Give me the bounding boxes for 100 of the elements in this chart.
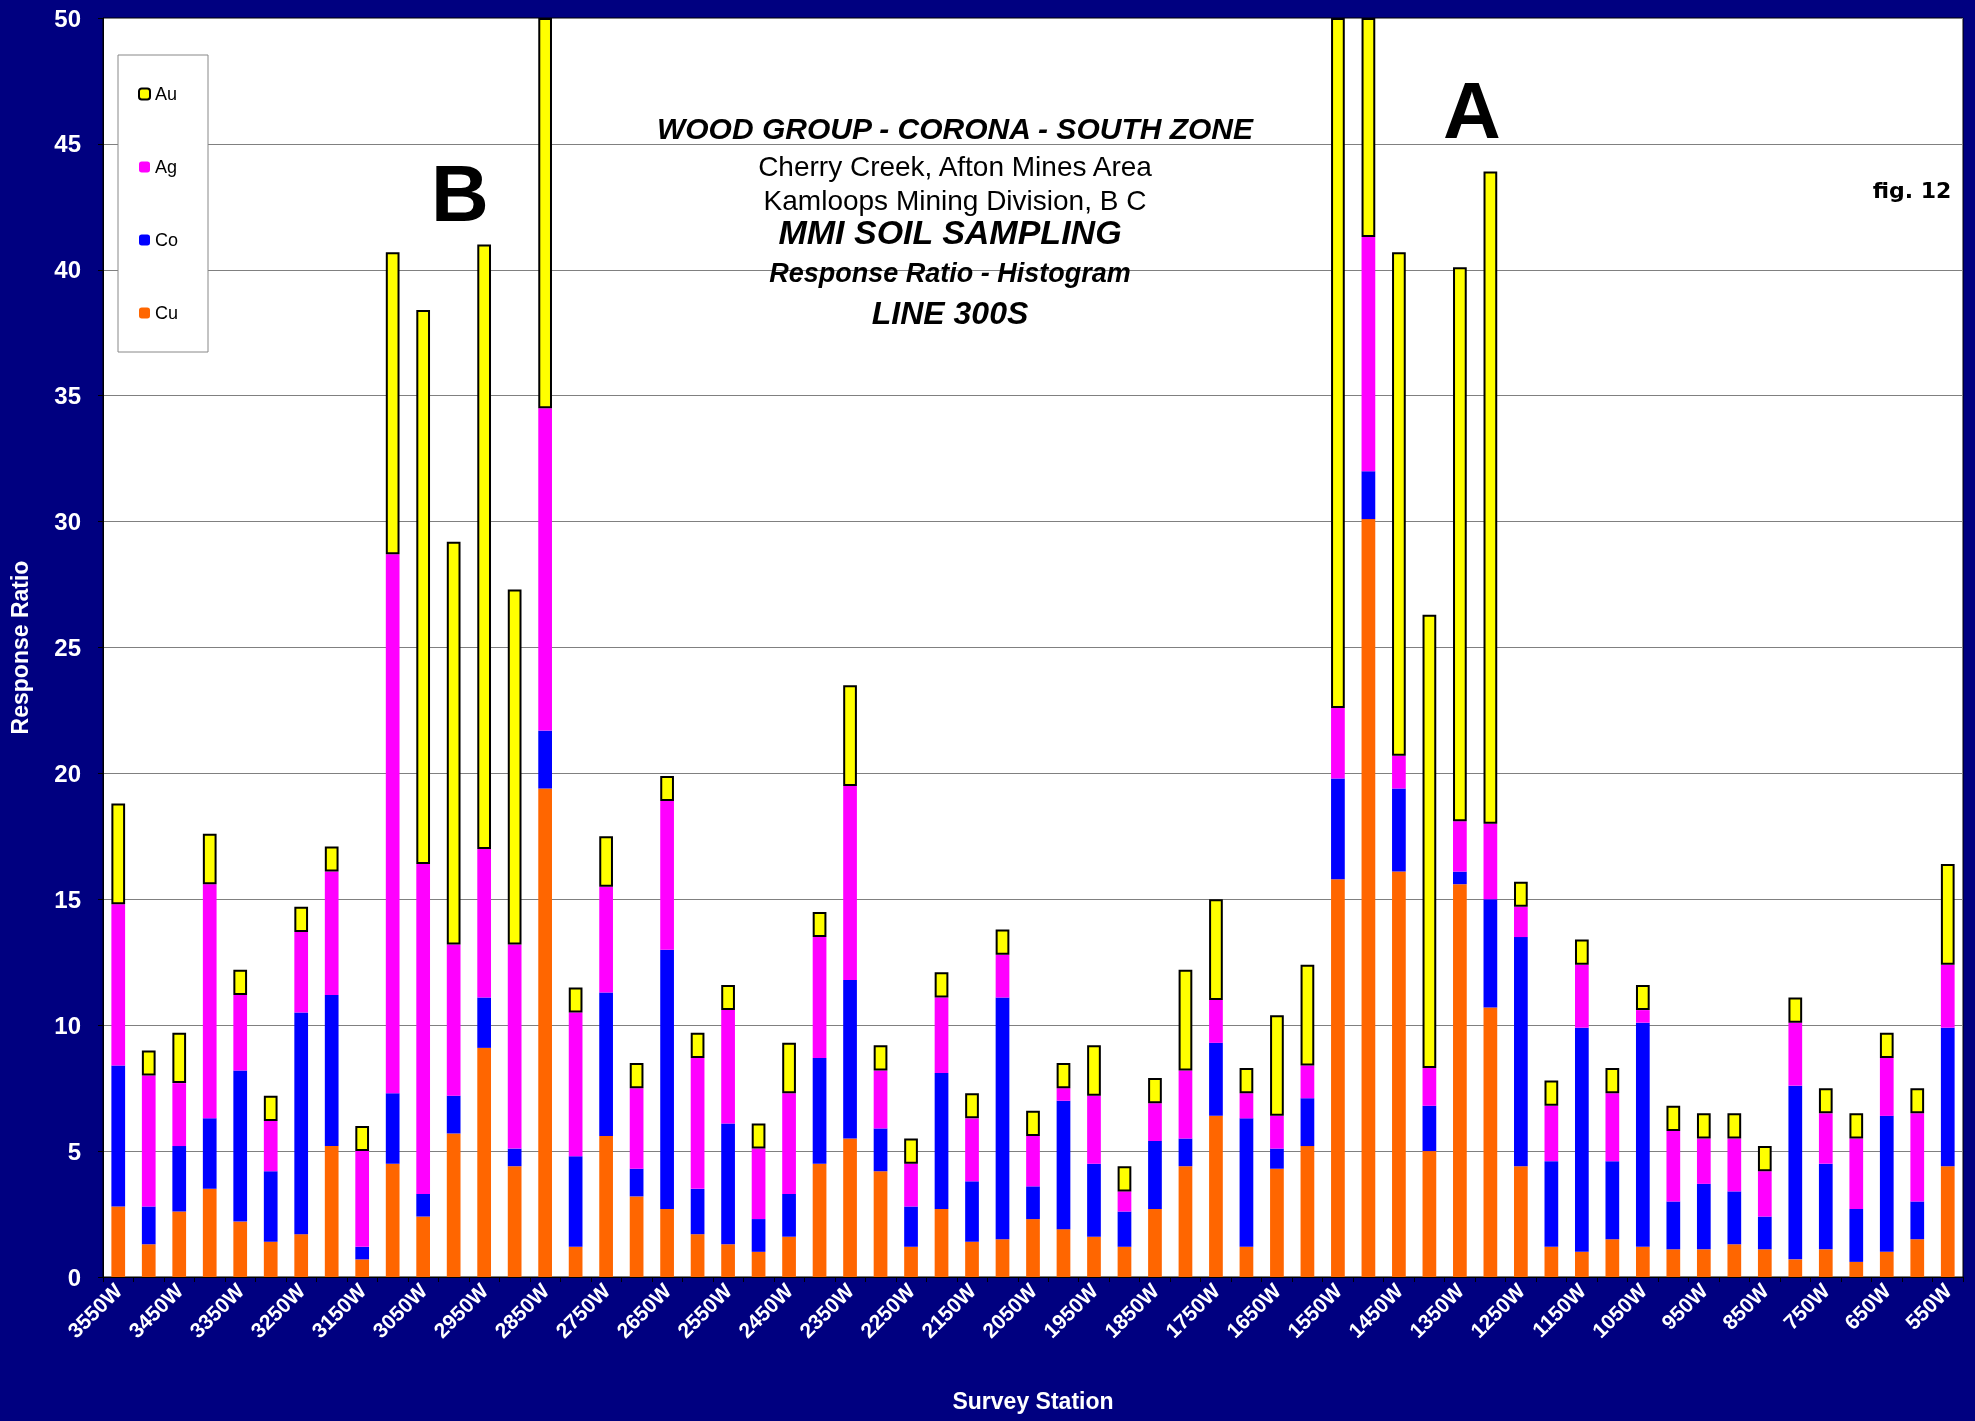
bar (1544, 1161, 1559, 1247)
bar (446, 944, 461, 1096)
bar (1148, 1103, 1162, 1142)
bar (751, 1148, 766, 1220)
bar (1178, 1138, 1193, 1167)
bar (904, 1138, 918, 1164)
bar (1117, 1211, 1132, 1247)
bar (1635, 984, 1650, 1011)
legend-label: Au (155, 84, 178, 104)
bar (1026, 1186, 1040, 1220)
bar (1148, 1141, 1162, 1210)
bar (873, 1128, 888, 1172)
bar (202, 1118, 217, 1189)
y-tick-label: 35 (54, 382, 81, 410)
bar (1392, 788, 1406, 872)
bar (1879, 1251, 1894, 1277)
bar (904, 1246, 918, 1277)
bar (1788, 1259, 1803, 1277)
bar (507, 1148, 522, 1167)
bar (1422, 1105, 1437, 1152)
bar (1666, 1249, 1681, 1277)
bar (1727, 1244, 1742, 1277)
bar (690, 1057, 705, 1189)
bar (385, 252, 400, 555)
legend-label: Cu (155, 303, 179, 323)
bar (1940, 1166, 1955, 1277)
bar (1300, 1065, 1315, 1099)
bar (934, 1209, 949, 1277)
bar (1483, 1007, 1498, 1277)
bar (1910, 1088, 1925, 1114)
annotation: B (431, 148, 489, 238)
bar (111, 1065, 126, 1207)
bar (446, 541, 461, 945)
bar (1239, 1246, 1254, 1277)
bar (965, 1181, 979, 1242)
bar (1544, 1105, 1559, 1162)
bar (873, 1070, 888, 1129)
bar (477, 848, 492, 998)
bar (629, 1168, 644, 1197)
bar (507, 589, 522, 945)
bar (1757, 1171, 1772, 1217)
bar (1331, 879, 1345, 1277)
bar (782, 1236, 796, 1277)
y-tick-label: 15 (54, 885, 81, 913)
y-tick-label: 5 (67, 1137, 81, 1165)
bar (1757, 1216, 1772, 1250)
bar (812, 937, 827, 1058)
bar (1422, 614, 1437, 1069)
bar (721, 1010, 735, 1124)
bar (1514, 937, 1528, 1167)
bar (1696, 1113, 1711, 1139)
bar (141, 1050, 156, 1076)
bar (1117, 1166, 1132, 1192)
bar (294, 906, 309, 933)
bar (1117, 1246, 1132, 1277)
bar (873, 1045, 888, 1071)
bar (1605, 1068, 1620, 1094)
bar (324, 994, 339, 1147)
bar (324, 1146, 339, 1277)
bar (1148, 1209, 1162, 1277)
bar (1910, 1201, 1925, 1240)
bar (1940, 1027, 1955, 1167)
bar (1087, 1163, 1101, 1237)
bar (1209, 1115, 1223, 1277)
bar (1300, 1146, 1315, 1277)
y-axis-title: Response Ratio (6, 560, 33, 735)
bar (294, 1234, 309, 1277)
bar (1574, 964, 1589, 1028)
bar (1635, 1022, 1650, 1247)
bar (538, 730, 552, 789)
bar (1544, 1080, 1559, 1106)
bar (660, 949, 674, 1210)
bar (599, 992, 613, 1136)
bar (1727, 1138, 1742, 1192)
bar (568, 1012, 583, 1157)
bar (1818, 1163, 1833, 1250)
bar (233, 969, 248, 995)
bar (1361, 519, 1376, 1277)
bar (721, 1123, 735, 1245)
bar (1056, 1088, 1071, 1101)
bar (1940, 964, 1955, 1028)
bar (812, 1163, 827, 1277)
bar (355, 1125, 370, 1152)
bar (263, 1171, 278, 1242)
bar (141, 1075, 156, 1207)
bar (1879, 1057, 1894, 1116)
bar (1331, 778, 1345, 880)
bar (1544, 1246, 1559, 1277)
bar (965, 1093, 979, 1119)
bar (416, 310, 431, 865)
bar (1361, 471, 1376, 520)
bar (629, 1196, 644, 1277)
bar (1178, 969, 1193, 1071)
bar (1087, 1045, 1101, 1096)
bar (446, 1133, 461, 1277)
bar (629, 1088, 644, 1169)
bar (324, 846, 339, 872)
bar (934, 997, 949, 1074)
bar (1392, 252, 1406, 756)
bar (263, 1241, 278, 1277)
